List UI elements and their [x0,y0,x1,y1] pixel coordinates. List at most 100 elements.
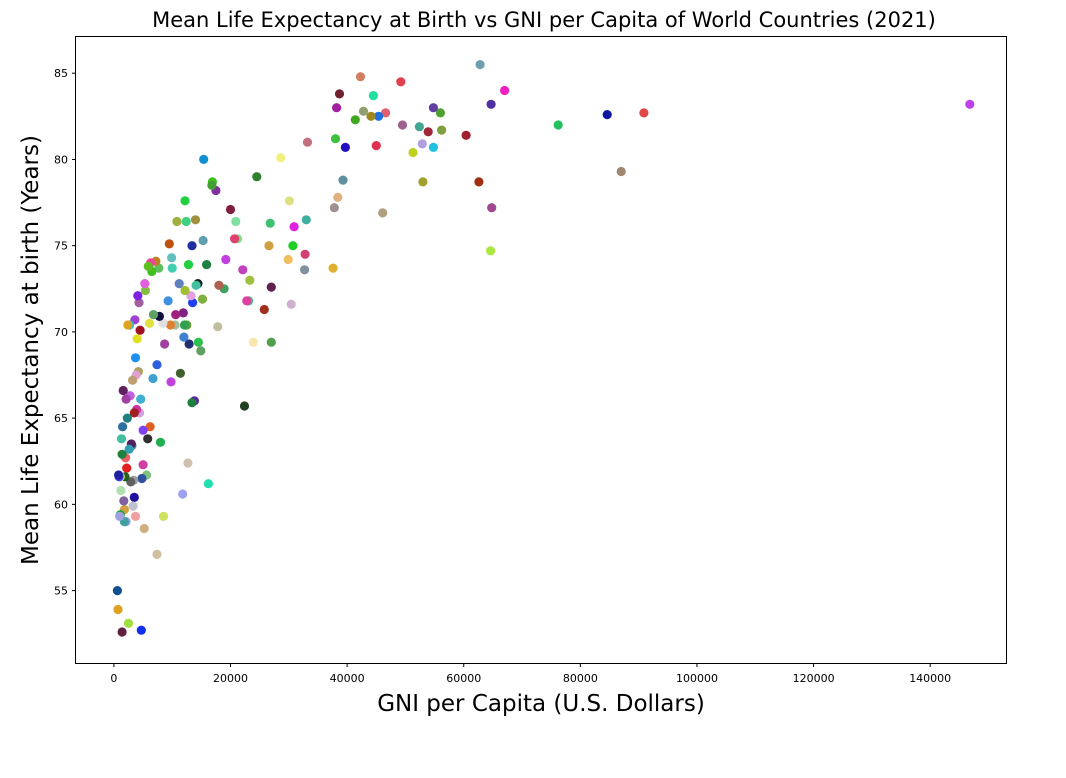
data-point-89 [183,260,194,270]
data-point-93 [180,196,190,206]
data-point-104 [167,263,177,273]
data-point-5 [500,85,510,96]
data-point-126 [143,434,153,444]
data-point-28 [366,111,376,121]
data-point-49 [276,153,286,163]
data-point-132 [138,425,148,435]
data-point-76 [198,235,208,246]
data-point-88 [184,339,194,349]
data-point-60 [239,401,250,411]
data-point-1 [639,108,649,118]
data-point-161 [122,463,132,473]
data-point-21 [397,120,408,130]
data-point-150 [128,501,138,511]
data-point-163 [121,394,131,404]
data-point-42 [300,249,310,259]
data-point-179 [114,470,124,480]
data-point-119 [148,310,159,320]
data-point-177 [115,511,125,521]
x-tick-label: 20000 [213,672,248,685]
data-point-105 [167,253,177,263]
data-point-120 [148,373,158,384]
data-point-130 [139,523,149,534]
data-point-9 [475,60,485,70]
data-point-136 [135,325,145,335]
data-point-168 [119,496,129,506]
data-point-98 [178,489,188,499]
data-point-54 [259,304,269,315]
data-point-124 [144,318,155,328]
data-point-144 [130,511,141,521]
data-point-45 [288,241,298,251]
data-point-53 [266,337,276,347]
data-point-52 [266,282,276,292]
data-point-94 [180,285,190,296]
data-point-55 [252,172,262,182]
data-point-181 [112,586,122,596]
data-point-131 [138,460,148,470]
x-tick-label: 140000 [909,672,951,685]
x-tick-label: 100000 [676,672,718,685]
data-point-151 [128,375,138,385]
x-tick-label: 120000 [793,672,835,685]
data-point-37 [333,192,343,202]
data-point-41 [301,215,311,225]
data-point-35 [332,103,342,113]
data-point-29 [358,106,369,116]
data-point-85 [188,298,198,308]
data-point-18 [414,122,424,132]
data-point-125 [143,261,153,271]
data-point-31 [350,115,360,125]
data-point-180 [113,604,123,615]
data-point-96 [179,332,189,342]
data-point-169 [118,385,128,396]
data-point-24 [378,208,388,218]
data-point-6 [486,99,496,109]
data-point-72 [207,180,217,190]
data-point-63 [231,216,241,227]
data-point-86 [187,241,197,251]
data-point-172 [117,627,127,637]
data-point-107 [165,320,176,330]
data-point-112 [158,318,168,328]
data-point-0 [965,99,975,109]
y-tick-label: 85 [54,67,68,80]
data-point-101 [172,216,182,227]
data-point-17 [417,139,427,149]
data-point-113 [155,437,166,447]
y-axis-title: Mean Life Expectancy at birth (Years) [18,135,44,565]
data-point-7 [487,203,497,213]
data-point-92 [181,216,191,227]
data-point-57 [245,275,255,285]
y-tick-label: 65 [54,412,68,425]
data-point-16 [423,127,433,137]
data-point-27 [368,91,378,101]
data-point-66 [221,254,231,265]
y-axis-ticks: 55 60 65 70 75 80 85 [54,67,76,598]
data-point-26 [371,141,381,151]
data-point-64 [230,234,240,244]
data-point-25 [374,111,384,121]
x-tick-label: 40000 [330,672,365,685]
data-point-174 [116,485,126,496]
data-point-38 [329,203,339,213]
data-point-39 [328,263,338,273]
data-point-3 [602,110,612,120]
data-point-157 [124,444,134,454]
data-point-69 [213,322,223,332]
data-point-32 [340,142,350,152]
data-point-30 [355,72,366,82]
data-point-129 [140,279,150,289]
data-point-47 [284,196,294,206]
data-point-34 [334,89,345,99]
data-point-108 [164,239,174,249]
y-tick-label: 60 [54,498,68,511]
data-point-160 [122,413,132,423]
x-tick-label: 80000 [563,672,598,685]
data-point-77 [197,294,208,304]
data-point-2 [616,166,626,177]
data-point-50 [265,218,275,228]
data-point-102 [171,310,181,320]
data-points [112,60,975,637]
